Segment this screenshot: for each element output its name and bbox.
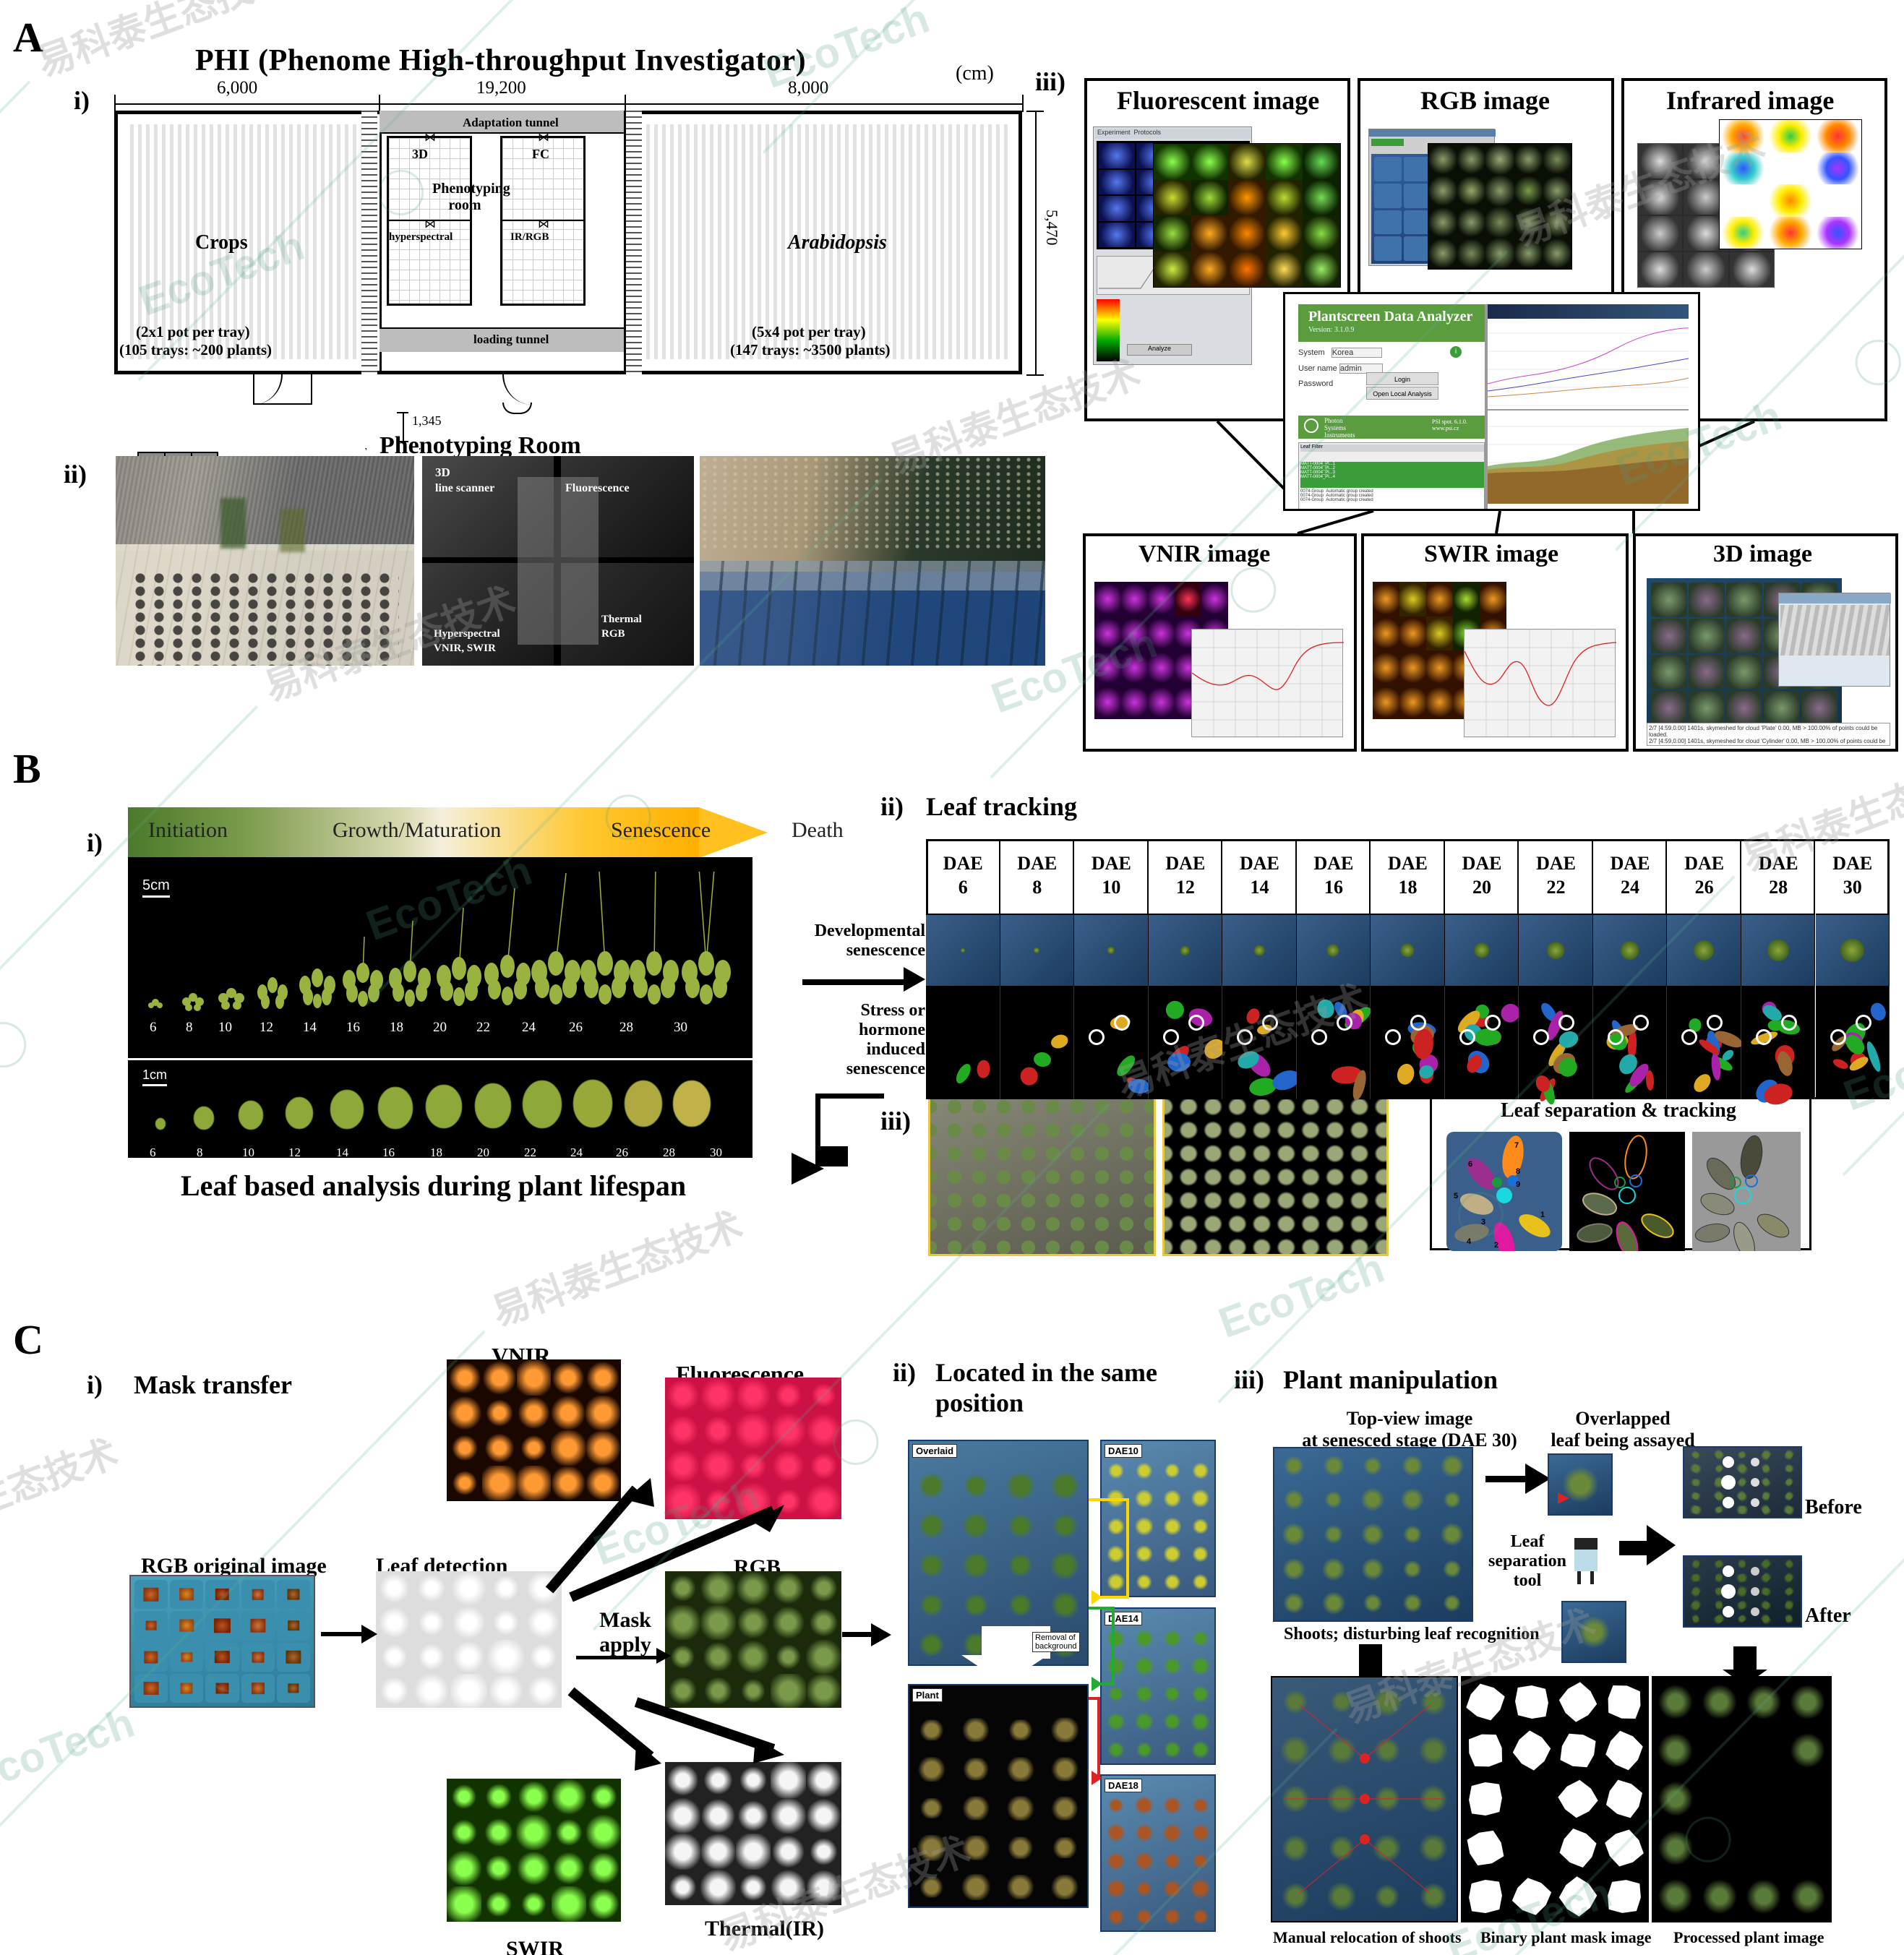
svg-text:6: 6 — [1468, 1160, 1472, 1169]
svg-text:7: 7 — [1514, 1141, 1519, 1150]
svg-text:4: 4 — [1467, 1237, 1472, 1246]
svg-text:2: 2 — [1494, 1241, 1498, 1250]
svg-text:8: 8 — [1516, 1167, 1520, 1176]
svg-text:1: 1 — [1540, 1211, 1545, 1219]
svg-text:9: 9 — [1516, 1180, 1520, 1189]
svg-text:3: 3 — [1481, 1218, 1485, 1226]
svg-text:5: 5 — [1454, 1192, 1458, 1200]
